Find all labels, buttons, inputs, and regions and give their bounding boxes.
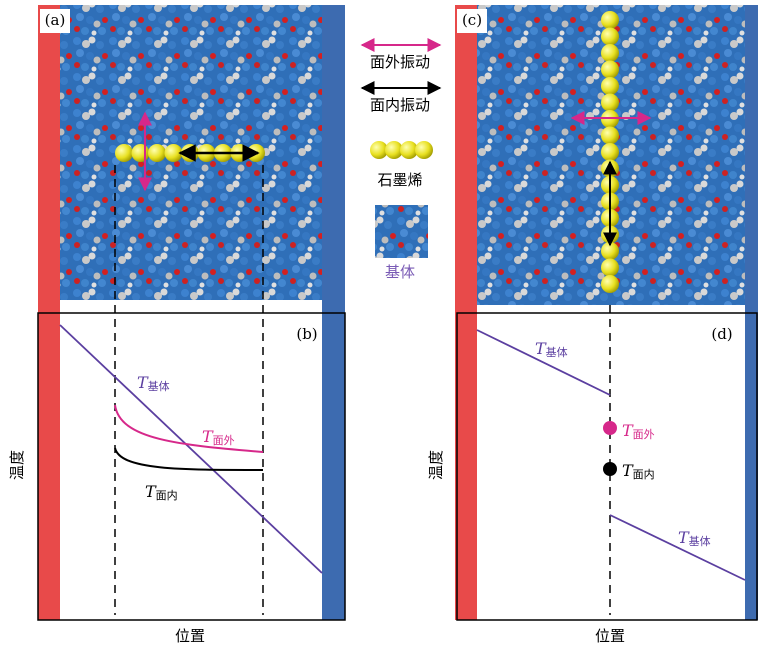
legend-graphene	[370, 141, 433, 159]
graphene-atom	[601, 275, 619, 293]
subscript: 基体	[148, 379, 170, 393]
x-axis-label: 位置	[595, 627, 625, 645]
subscript: 面内	[633, 467, 655, 481]
curve-label: T面内	[145, 482, 178, 503]
subscript: 基体	[546, 345, 568, 359]
graphene-atom	[601, 259, 619, 277]
panel-label: (b)	[296, 325, 317, 343]
graphene-atom	[601, 28, 619, 46]
legend-text: 面内振动	[370, 96, 430, 114]
graphene-atom	[415, 141, 433, 159]
legend-text: 基体	[385, 263, 415, 281]
curve-label: T基体	[137, 373, 170, 394]
graphene-atom	[601, 11, 619, 29]
curve-label: T面外	[622, 421, 655, 442]
out-of-plane-point	[603, 421, 617, 435]
subscript: 基体	[689, 534, 711, 548]
legend-text: 面外振动	[370, 53, 430, 71]
substrate-temperature	[60, 325, 322, 573]
panel-label: (c)	[462, 11, 482, 29]
graphene-atom	[601, 61, 619, 79]
legend-substrate	[375, 205, 428, 258]
figure: (a) (b) T基体 T面外 T面内 温度 位置 面外振动 面内振动 石墨烯 …	[0, 0, 758, 649]
subscript: 面外	[213, 434, 235, 447]
subscript: 面内	[156, 488, 178, 502]
curve-label: T面内	[622, 461, 655, 482]
legend-text: 石墨烯	[377, 171, 422, 189]
panel-label: (a)	[45, 11, 66, 29]
graphene-atom	[601, 127, 619, 145]
graphene-atom	[601, 77, 619, 95]
graphene-vertical	[601, 11, 619, 293]
panel-label: (d)	[711, 325, 732, 343]
in-plane-point	[603, 462, 617, 476]
graphene-atom	[148, 144, 166, 162]
out-of-plane-temperature	[115, 405, 263, 452]
curve-label: T面外	[202, 427, 235, 448]
subscript: 面外	[633, 428, 655, 441]
graphene-atom	[165, 144, 183, 162]
curve-label: T基体	[535, 339, 568, 360]
graphene-atom	[132, 144, 150, 162]
x-axis-label: 位置	[175, 627, 205, 645]
graphene-atom	[601, 44, 619, 62]
graphene-atom	[601, 94, 619, 112]
plot-frame	[38, 313, 345, 620]
graphene-atom	[601, 143, 619, 161]
substrate-temperature	[610, 515, 745, 580]
y-axis-label: 温度	[8, 450, 26, 480]
graphene-atom	[115, 144, 133, 162]
y-axis-label: 温度	[427, 450, 445, 480]
curve-label: T基体	[678, 528, 711, 549]
in-plane-temperature	[115, 448, 263, 470]
page: {"panels": {"a": "(a)", "b": "(b)", "c":…	[0, 0, 758, 649]
